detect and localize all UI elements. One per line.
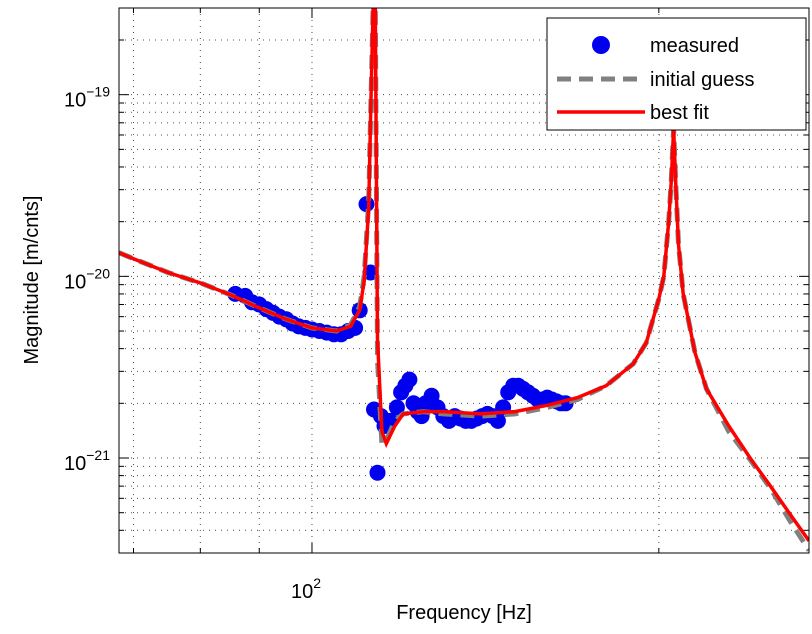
y-tick-label-exponent: −19 bbox=[86, 84, 110, 100]
legend-marker-measured bbox=[592, 36, 610, 54]
legend-box bbox=[546, 17, 807, 131]
x-tick-label: 102 bbox=[291, 575, 321, 603]
y-tick-label-base: 10 bbox=[64, 453, 86, 475]
plot-area-frame bbox=[118, 7, 810, 554]
measured-point bbox=[369, 464, 386, 481]
x-axis-label: Frequency [Hz] bbox=[396, 602, 532, 624]
legend: measured initial guess best fit bbox=[546, 17, 807, 131]
legend-label-best-fit: best fit bbox=[650, 102, 709, 124]
measured-point bbox=[388, 399, 405, 416]
y-axis-label: Magnitude [m/cnts] bbox=[21, 196, 43, 365]
plot-data bbox=[119, 8, 809, 552]
series-best-fit-line bbox=[119, 8, 809, 542]
y-tick-label-base: 10 bbox=[64, 271, 86, 293]
y-tick-label-exponent: −20 bbox=[86, 265, 110, 281]
y-tick-label-base: 10 bbox=[64, 90, 86, 112]
y-tick-label-exponent: −21 bbox=[86, 447, 110, 463]
x-tick-label-base: 10 bbox=[291, 581, 313, 603]
y-tick-label: 10−19 bbox=[64, 84, 110, 112]
y-tick-label: 10−21 bbox=[64, 447, 110, 475]
legend-label-measured: measured bbox=[650, 35, 739, 57]
measured-point bbox=[401, 371, 418, 388]
legend-label-initial-guess: initial guess bbox=[650, 69, 755, 91]
x-tick-label-exponent: 2 bbox=[313, 575, 321, 591]
y-tick-label: 10−20 bbox=[64, 265, 110, 293]
